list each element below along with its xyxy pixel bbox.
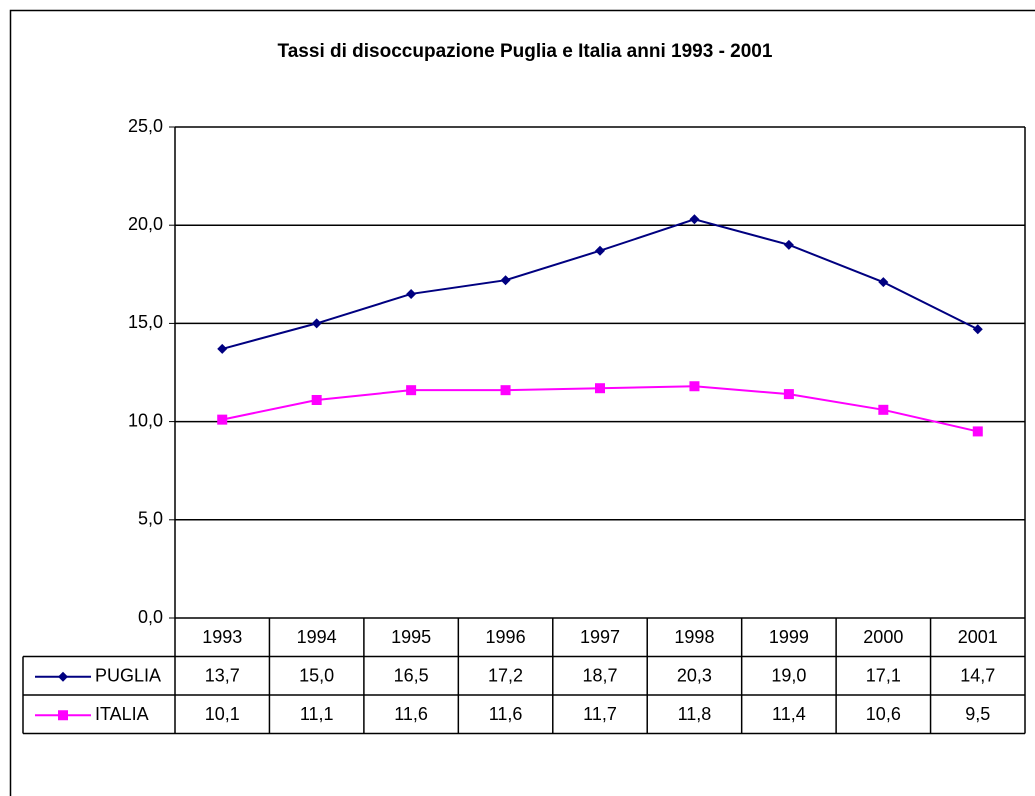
x-tick-label: 1997	[580, 627, 620, 647]
table-value: 20,3	[677, 666, 712, 686]
x-tick-label: 2000	[863, 627, 903, 647]
chart-border	[9, 9, 1035, 796]
table-value: 15,0	[299, 666, 334, 686]
marker	[406, 385, 417, 396]
marker	[217, 343, 228, 354]
marker	[595, 383, 605, 394]
table-value: 11,4	[772, 704, 806, 724]
marker	[689, 214, 700, 225]
table-value: 11,6	[394, 704, 428, 724]
x-tick-label: 2001	[958, 627, 998, 647]
table-value: 13,7	[205, 666, 240, 686]
y-tick-label: 5,0	[138, 509, 163, 529]
marker	[311, 394, 322, 405]
legend-label: ITALIA	[95, 704, 149, 724]
table-value: 19,0	[771, 666, 806, 686]
x-tick-label: 1994	[297, 627, 337, 647]
table-value: 11,7	[583, 704, 617, 724]
table-value: 11,1	[300, 704, 334, 724]
table-value: 18,7	[582, 666, 617, 686]
chart-title: Tassi di disoccupazione Puglia e Italia …	[278, 41, 773, 62]
table-value: 14,7	[960, 666, 995, 686]
table-value: 10,6	[866, 704, 901, 724]
table-value: 16,5	[394, 666, 429, 686]
marker	[406, 288, 417, 299]
table-value: 9,5	[965, 704, 990, 724]
legend-marker	[58, 710, 68, 721]
table-value: 10,1	[205, 704, 240, 724]
y-tick-label: 10,0	[128, 410, 163, 430]
x-tick-label: 1993	[202, 627, 242, 647]
x-tick-label: 1998	[674, 627, 714, 647]
y-tick-label: 20,0	[128, 214, 163, 234]
table-value: 11,6	[489, 704, 523, 724]
marker	[878, 404, 889, 415]
marker	[878, 277, 889, 288]
marker	[311, 318, 322, 329]
table-value: 17,2	[488, 666, 523, 686]
y-tick-label: 0,0	[138, 607, 163, 627]
marker	[783, 239, 794, 250]
marker	[500, 275, 511, 286]
table-value: 17,1	[866, 666, 901, 686]
marker	[500, 385, 511, 396]
x-tick-label: 1995	[391, 627, 431, 647]
legend-marker	[58, 671, 68, 682]
marker	[972, 426, 983, 437]
table-value: 11,8	[678, 704, 712, 724]
y-tick-label: 25,0	[128, 116, 163, 136]
marker	[689, 381, 700, 392]
marker	[595, 245, 605, 256]
y-tick-label: 15,0	[128, 312, 163, 332]
marker	[972, 324, 983, 335]
marker	[217, 414, 228, 425]
x-tick-label: 1996	[486, 627, 526, 647]
legend-label: PUGLIA	[95, 666, 161, 686]
marker	[783, 389, 794, 400]
x-tick-label: 1999	[769, 627, 809, 647]
